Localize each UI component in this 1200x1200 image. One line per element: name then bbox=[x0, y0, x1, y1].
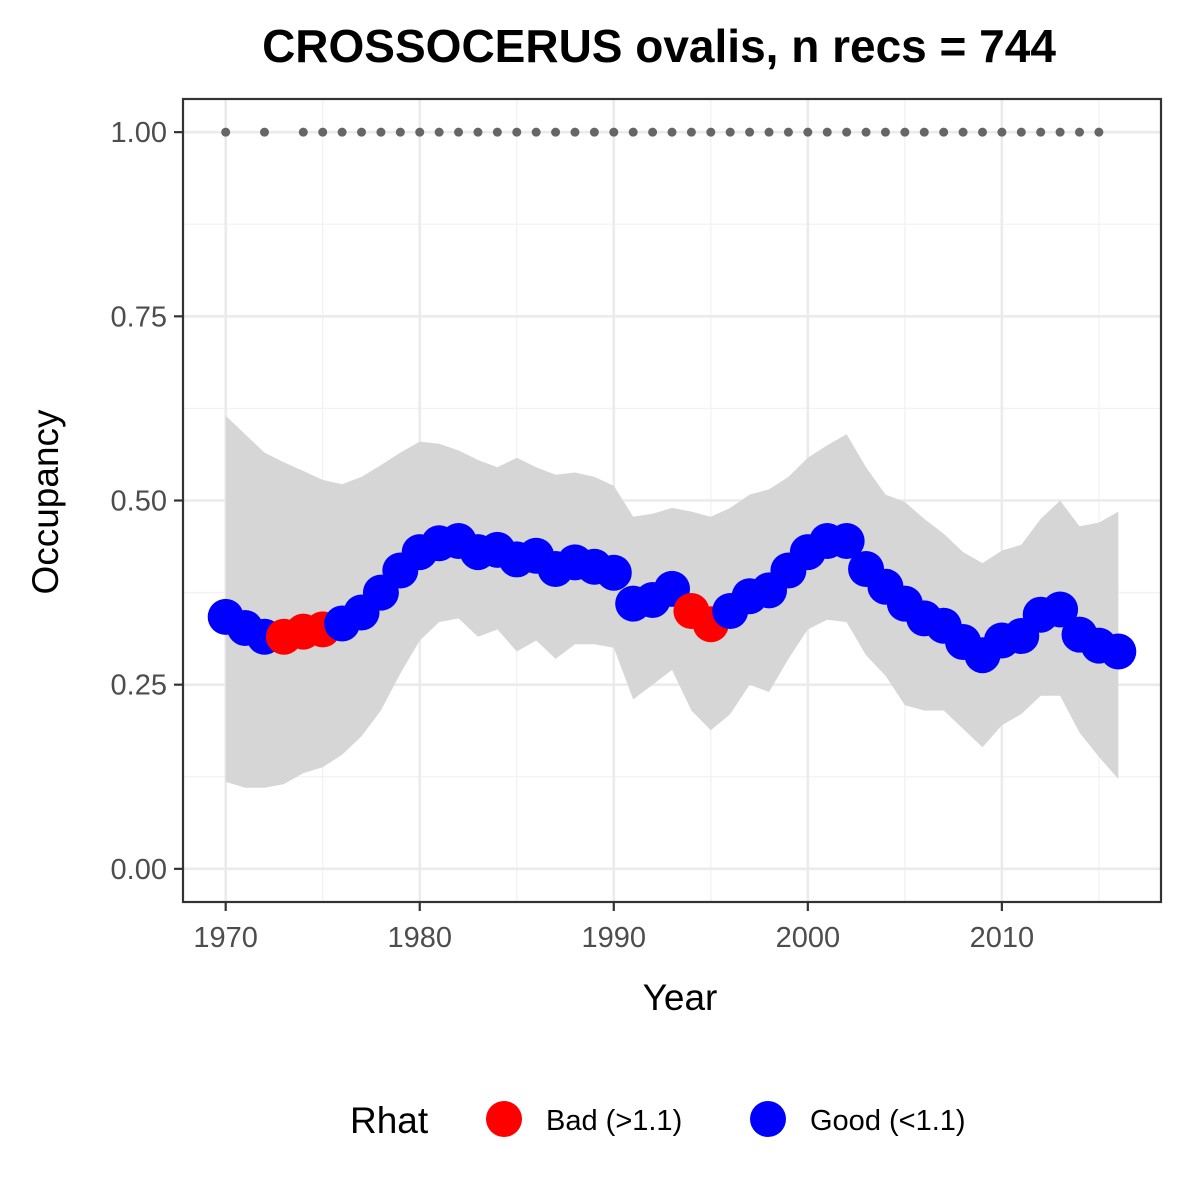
chart-title: CROSSOCERUS ovalis, n recs = 744 bbox=[262, 20, 1056, 72]
x-tick-label: 1980 bbox=[387, 922, 452, 954]
record-point bbox=[1016, 127, 1026, 137]
legend-title: Rhat bbox=[350, 1100, 429, 1141]
record-point bbox=[880, 127, 890, 137]
x-tick-label: 2010 bbox=[970, 922, 1035, 954]
record-point bbox=[861, 127, 871, 137]
occupancy-point-good bbox=[1042, 591, 1079, 628]
record-point bbox=[783, 127, 793, 137]
occupancy-point-good bbox=[1100, 633, 1137, 670]
record-point bbox=[1055, 127, 1065, 137]
record-point bbox=[1094, 127, 1104, 137]
y-tick-label: 0.50 bbox=[111, 486, 167, 518]
record-point bbox=[667, 127, 677, 137]
record-point bbox=[745, 127, 755, 137]
record-point bbox=[512, 127, 522, 137]
record-point bbox=[589, 127, 599, 137]
legend-key-good bbox=[750, 1101, 786, 1137]
record-point bbox=[337, 127, 347, 137]
record-point bbox=[609, 127, 619, 137]
record-point bbox=[900, 127, 910, 137]
occupancy-point-good bbox=[828, 523, 865, 560]
legend-label-bad: Bad (>1.1) bbox=[546, 1105, 682, 1137]
record-point bbox=[260, 127, 269, 137]
record-point bbox=[919, 127, 929, 137]
record-point bbox=[1075, 127, 1084, 137]
record-point bbox=[454, 127, 464, 137]
record-point bbox=[415, 127, 425, 137]
legend: Rhat Bad (>1.1) Good (<1.1) bbox=[350, 1100, 966, 1141]
record-point bbox=[531, 127, 541, 137]
record-point bbox=[764, 127, 774, 137]
x-tick-label: 1990 bbox=[582, 922, 647, 954]
occupancy-point-good bbox=[595, 554, 632, 591]
x-tick-label: 1970 bbox=[193, 922, 258, 954]
record-point bbox=[473, 127, 483, 137]
record-point bbox=[570, 127, 580, 137]
record-point bbox=[803, 127, 813, 137]
record-point bbox=[395, 127, 405, 137]
x-axis-title: Year bbox=[643, 977, 718, 1018]
y-tick-label: 0.25 bbox=[111, 670, 167, 702]
record-point bbox=[842, 127, 852, 137]
record-point bbox=[997, 127, 1007, 137]
record-point bbox=[376, 127, 386, 137]
record-point bbox=[725, 127, 735, 137]
y-tick-label: 0.75 bbox=[111, 301, 167, 333]
record-point bbox=[357, 127, 367, 137]
record-point bbox=[977, 127, 987, 137]
record-point bbox=[298, 127, 308, 137]
y-axis-title: Occupancy bbox=[25, 409, 66, 595]
record-point bbox=[551, 127, 561, 137]
legend-key-bad bbox=[486, 1101, 522, 1137]
record-point bbox=[822, 127, 832, 137]
record-point bbox=[958, 127, 968, 137]
record-point bbox=[648, 127, 658, 137]
record-point bbox=[1036, 127, 1046, 137]
y-tick-label: 0.00 bbox=[111, 854, 167, 886]
record-point bbox=[492, 127, 502, 137]
record-point bbox=[628, 127, 638, 137]
record-point bbox=[939, 127, 949, 137]
record-point bbox=[221, 127, 231, 137]
record-point bbox=[434, 127, 444, 137]
legend-label-good: Good (<1.1) bbox=[810, 1105, 966, 1137]
y-tick-label: 1.00 bbox=[111, 117, 167, 149]
record-point bbox=[318, 127, 328, 137]
record-point bbox=[706, 127, 716, 137]
x-tick-label: 2000 bbox=[776, 922, 841, 954]
record-point bbox=[686, 127, 696, 137]
